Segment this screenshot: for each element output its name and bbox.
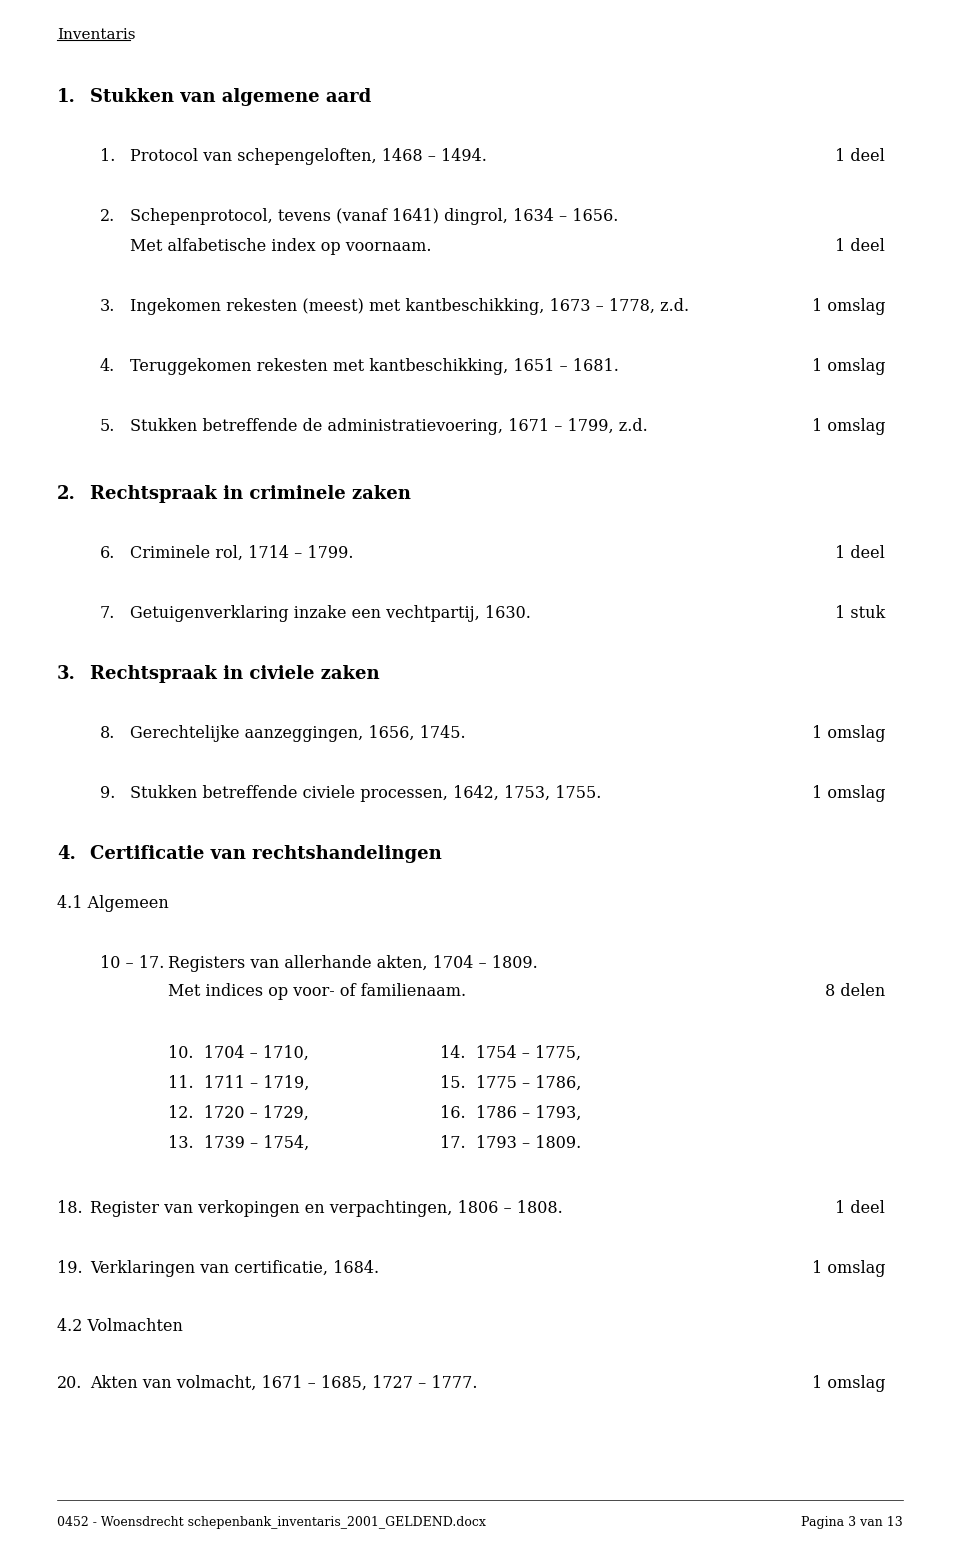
Text: Inventaris: Inventaris — [57, 28, 135, 42]
Text: 1 omslag: 1 omslag — [811, 418, 885, 435]
Text: Met alfabetische index op voornaam.: Met alfabetische index op voornaam. — [130, 238, 431, 255]
Text: 1 deel: 1 deel — [835, 1200, 885, 1217]
Text: Stukken betreffende de administratievoering, 1671 – 1799, z.d.: Stukken betreffende de administratievoer… — [130, 418, 648, 435]
Text: 2.: 2. — [100, 207, 115, 224]
Text: 1 omslag: 1 omslag — [811, 784, 885, 801]
Text: Certificatie van rechtshandelingen: Certificatie van rechtshandelingen — [90, 845, 442, 863]
Text: Criminele rol, 1714 – 1799.: Criminele rol, 1714 – 1799. — [130, 545, 353, 562]
Text: 1 deel: 1 deel — [835, 238, 885, 255]
Text: Rechtspraak in civiele zaken: Rechtspraak in civiele zaken — [90, 665, 379, 682]
Text: 11.  1711 – 1719,: 11. 1711 – 1719, — [168, 1075, 309, 1092]
Text: Met indices op voor- of familienaam.: Met indices op voor- of familienaam. — [168, 982, 467, 999]
Text: 1 omslag: 1 omslag — [811, 1259, 885, 1276]
Text: 2.: 2. — [57, 486, 76, 503]
Text: 4.: 4. — [100, 357, 115, 374]
Text: 18.: 18. — [57, 1200, 83, 1217]
Text: Ingekomen rekesten (meest) met kantbeschikking, 1673 – 1778, z.d.: Ingekomen rekesten (meest) met kantbesch… — [130, 299, 689, 316]
Text: Protocol van schepengeloften, 1468 – 1494.: Protocol van schepengeloften, 1468 – 149… — [130, 149, 487, 166]
Text: 5.: 5. — [100, 418, 115, 435]
Text: 15.  1775 – 1786,: 15. 1775 – 1786, — [440, 1075, 582, 1092]
Text: Registers van allerhande akten, 1704 – 1809.: Registers van allerhande akten, 1704 – 1… — [168, 954, 538, 972]
Text: Akten van volmacht, 1671 – 1685, 1727 – 1777.: Akten van volmacht, 1671 – 1685, 1727 – … — [90, 1375, 477, 1392]
Text: 0452 - Woensdrecht schepenbank_inventaris_2001_GELDEND.docx: 0452 - Woensdrecht schepenbank_inventari… — [57, 1516, 486, 1528]
Text: 8 delen: 8 delen — [825, 982, 885, 999]
Text: 4.2 Volmachten: 4.2 Volmachten — [57, 1318, 182, 1335]
Text: 1.: 1. — [57, 88, 76, 107]
Text: 6.: 6. — [100, 545, 115, 562]
Text: Rechtspraak in criminele zaken: Rechtspraak in criminele zaken — [90, 486, 411, 503]
Text: 1 deel: 1 deel — [835, 149, 885, 166]
Text: Getuigenverklaring inzake een vechtpartij, 1630.: Getuigenverklaring inzake een vechtparti… — [130, 605, 531, 622]
Text: Pagina 3 van 13: Pagina 3 van 13 — [802, 1516, 903, 1528]
Text: 9.: 9. — [100, 784, 115, 801]
Text: Gerechtelijke aanzeggingen, 1656, 1745.: Gerechtelijke aanzeggingen, 1656, 1745. — [130, 726, 466, 743]
Text: 1.: 1. — [100, 149, 115, 166]
Text: 8.: 8. — [100, 726, 115, 743]
Text: 20.: 20. — [57, 1375, 83, 1392]
Text: Register van verkopingen en verpachtingen, 1806 – 1808.: Register van verkopingen en verpachtinge… — [90, 1200, 563, 1217]
Text: Stukken betreffende civiele processen, 1642, 1753, 1755.: Stukken betreffende civiele processen, 1… — [130, 784, 601, 801]
Text: 10.  1704 – 1710,: 10. 1704 – 1710, — [168, 1046, 309, 1061]
Text: Teruggekomen rekesten met kantbeschikking, 1651 – 1681.: Teruggekomen rekesten met kantbeschikkin… — [130, 357, 619, 374]
Text: 7.: 7. — [100, 605, 115, 622]
Text: 1 deel: 1 deel — [835, 545, 885, 562]
Text: 1 omslag: 1 omslag — [811, 726, 885, 743]
Text: Stukken van algemene aard: Stukken van algemene aard — [90, 88, 372, 107]
Text: 14.  1754 – 1775,: 14. 1754 – 1775, — [440, 1046, 581, 1061]
Text: Verklaringen van certificatie, 1684.: Verklaringen van certificatie, 1684. — [90, 1259, 379, 1276]
Text: 4.: 4. — [57, 845, 76, 863]
Text: Schepenprotocol, tevens (vanaf 1641) dingrol, 1634 – 1656.: Schepenprotocol, tevens (vanaf 1641) din… — [130, 207, 618, 224]
Text: 3.: 3. — [57, 665, 76, 682]
Text: 16.  1786 – 1793,: 16. 1786 – 1793, — [440, 1105, 582, 1122]
Text: 12.  1720 – 1729,: 12. 1720 – 1729, — [168, 1105, 309, 1122]
Text: 3.: 3. — [100, 299, 115, 316]
Text: 1 omslag: 1 omslag — [811, 1375, 885, 1392]
Text: 1 omslag: 1 omslag — [811, 299, 885, 316]
Text: 1 omslag: 1 omslag — [811, 357, 885, 374]
Text: 13.  1739 – 1754,: 13. 1739 – 1754, — [168, 1135, 309, 1153]
Text: 4.1 Algemeen: 4.1 Algemeen — [57, 896, 169, 913]
Text: 17.  1793 – 1809.: 17. 1793 – 1809. — [440, 1135, 581, 1153]
Text: 19.: 19. — [57, 1259, 83, 1276]
Text: 1 stuk: 1 stuk — [835, 605, 885, 622]
Text: 10 – 17.: 10 – 17. — [100, 954, 164, 972]
